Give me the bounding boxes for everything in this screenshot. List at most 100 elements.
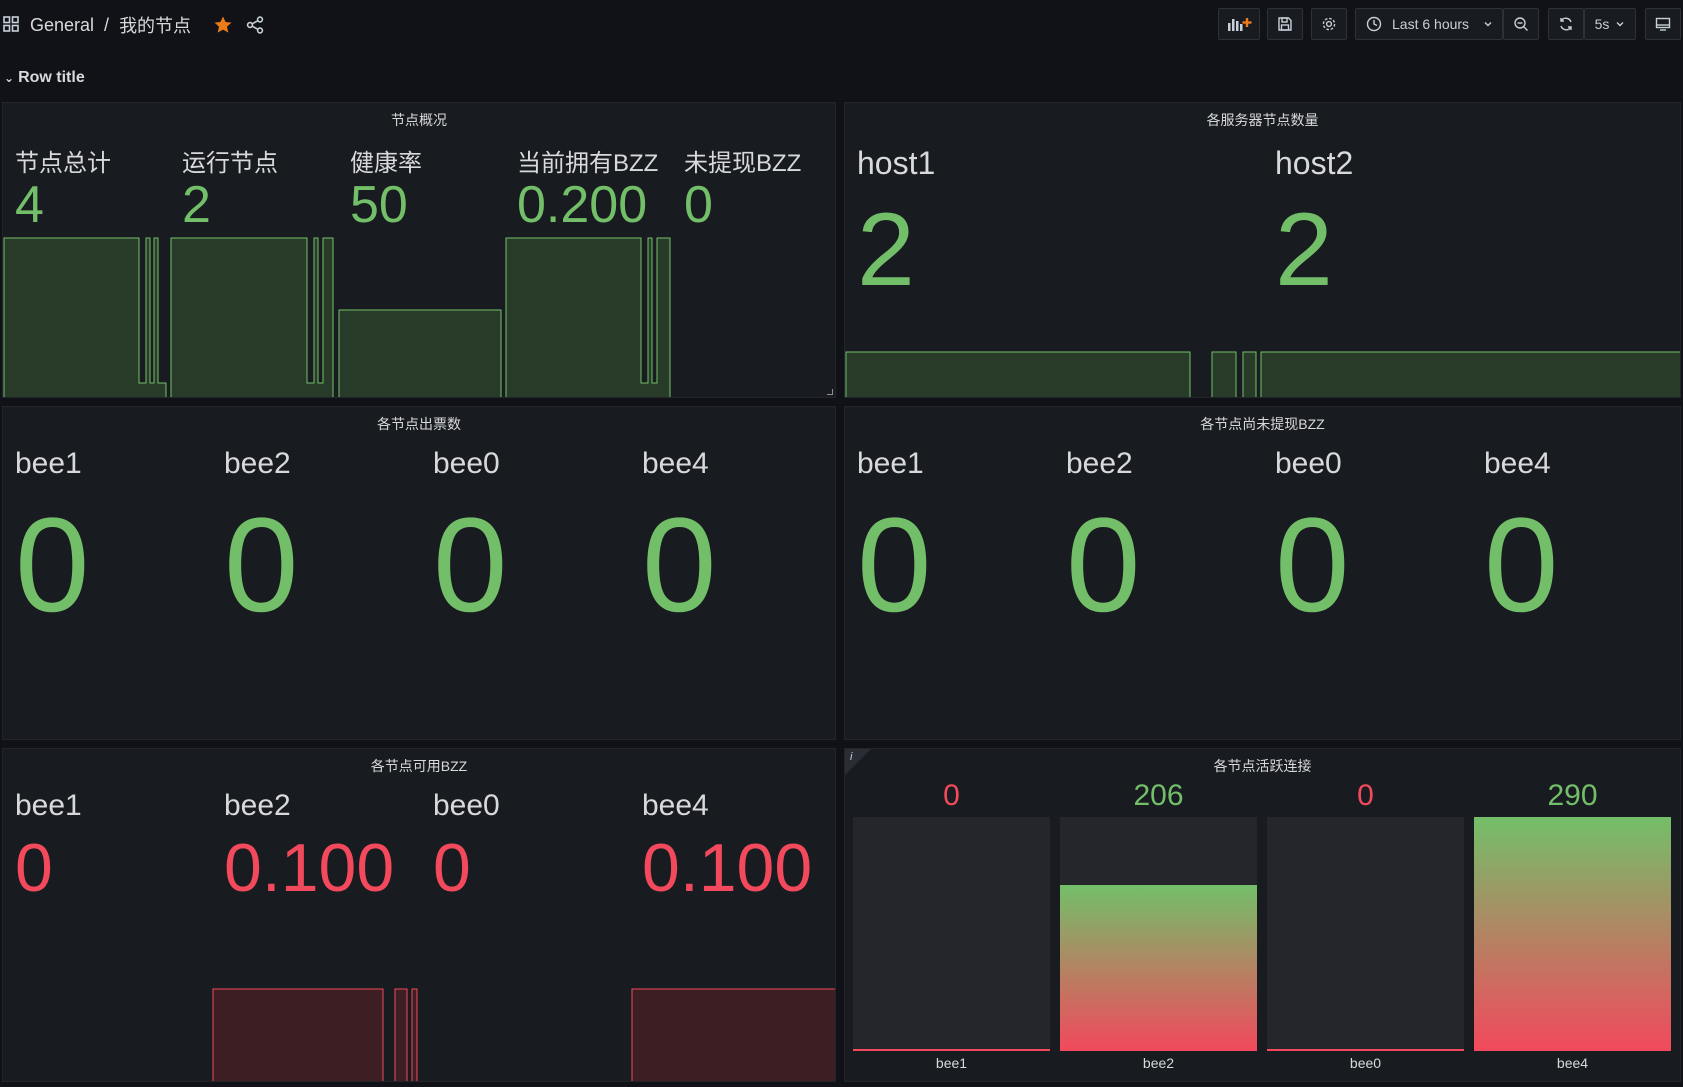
stat-label: bee2 [224,447,291,480]
overview-sparklines [3,237,671,397]
bar-label: bee1 [935,1055,968,1071]
stat-value: 0.100 [642,830,813,906]
panel-title[interactable]: 各节点可用BZZ [370,758,468,774]
stat-value: 4 [15,176,44,234]
stat-value: 2 [1275,192,1333,308]
stat-label: 节点总计 [15,150,111,177]
refresh-interval-label: 5s [1594,16,1610,32]
panel-title[interactable]: 各节点出票数 [377,416,461,432]
zoom-out-button[interactable] [1503,8,1539,40]
stat-label: bee4 [642,789,709,822]
panel-overview: 节点概况 节点总计 4 运行节点 2 健康率 50 当前拥有BZZ 0.200 … [2,102,836,398]
bar-fill [1060,885,1257,1051]
stat-value: 0 [857,491,932,640]
bar-fill [1267,1049,1464,1051]
stat-label: bee1 [857,447,924,480]
stat-label: bee2 [224,789,291,822]
dashboards-grid-icon[interactable] [2,15,22,35]
stat-label: host2 [1275,145,1354,181]
save-dashboard-button[interactable] [1267,8,1303,40]
panel-title[interactable]: 节点概况 [391,112,447,128]
stat-label: bee1 [15,789,82,822]
stat-value: 0 [433,491,508,640]
bar-value: 290 [1547,779,1598,812]
time-range-picker[interactable]: Last 6 hours [1355,8,1503,40]
stat-value: 50 [350,176,408,234]
refresh-icon [1558,16,1574,32]
panel-connections: i 各节点活跃连接 0 bee1 206 bee2 0 bee0 290 bee4 [844,748,1681,1082]
stat-label: bee0 [1275,447,1342,480]
share-icon[interactable] [245,15,265,35]
panel-title[interactable]: 各服务器节点数量 [1206,112,1319,128]
stat-value: 0 [1275,491,1350,640]
stat-value: 0 [642,491,717,640]
breadcrumb-separator: / [104,14,110,35]
stat-label: 当前拥有BZZ [517,150,659,177]
bar-value: 0 [943,779,960,812]
bar-label: bee4 [1556,1055,1589,1071]
stat-value: 0.200 [517,176,648,234]
available-sparklines [212,988,835,1081]
breadcrumb: General / 我的节点 [0,12,265,38]
breadcrumb-folder[interactable]: General [30,14,95,35]
panel-title[interactable]: 各节点尚未提现BZZ [1200,416,1325,432]
stat-label: bee4 [1484,447,1551,480]
bar-background [1267,817,1464,1051]
tv-mode-button[interactable] [1645,8,1681,40]
panel-title[interactable]: 各节点活跃连接 [1213,758,1312,774]
panel-servers: 各服务器节点数量 host1 2 host2 2 [844,102,1681,398]
chevron-down-icon [1483,19,1493,29]
stat-value: 0 [1066,491,1141,640]
save-icon [1277,16,1293,32]
dashboard-title[interactable]: 我的节点 [119,16,192,36]
stat-label: bee0 [433,789,500,822]
star-icon[interactable] [213,15,233,35]
stat-label: bee0 [433,447,500,480]
panel-unwithdrawn: 各节点尚未提现BZZ bee1 0 bee2 0 bee0 0 bee4 0 [844,406,1681,740]
stat-value: 0 [433,830,471,906]
panel-info-corner[interactable] [845,749,871,775]
bar-label: bee2 [1142,1055,1175,1071]
row-title-text: Row title [18,69,85,86]
stat-value: 0 [15,491,90,640]
clock-icon [1366,16,1382,32]
bar-value: 206 [1133,779,1184,812]
add-panel-icon [1226,15,1252,33]
stat-label: host1 [857,145,936,181]
bar-fill [1474,817,1671,1051]
top-nav: General / 我的节点 Last 6 hours [0,0,1683,50]
bar-value: 0 [1357,779,1374,812]
panel-tickets: 各节点出票数 bee1 0 bee2 0 bee0 0 bee4 0 [2,406,836,740]
row-title[interactable]: ⌄ Row title [4,69,85,87]
resize-handle[interactable] [827,389,833,395]
stat-label: 未提现BZZ [684,150,802,177]
stat-value: 0 [684,176,713,234]
servers-sparklines [845,351,1680,397]
stat-value: 0 [1484,491,1559,640]
bar-label: bee0 [1349,1055,1382,1071]
stat-label: bee4 [642,447,709,480]
refresh-interval-picker[interactable]: 5s [1584,8,1636,40]
panel-available: 各节点可用BZZ bee1 0 bee2 0.100 bee0 0 bee4 0… [2,748,836,1082]
stat-value: 0.100 [224,830,395,906]
monitor-icon [1655,16,1671,32]
stat-value: 0 [15,830,53,906]
stat-value: 2 [857,192,915,308]
stat-label: 健康率 [350,150,422,177]
gear-icon [1321,16,1337,32]
stat-label: 运行节点 [182,150,278,177]
stat-value: 0 [224,491,299,640]
info-icon[interactable]: i [850,751,853,763]
chevron-down-icon: ⌄ [4,71,15,85]
refresh-button[interactable] [1548,8,1584,40]
stat-label: bee1 [15,447,82,480]
add-panel-button[interactable] [1218,8,1260,40]
bar-background [1474,817,1671,1051]
time-range-label: Last 6 hours [1392,16,1470,32]
chevron-down-icon [1615,19,1625,29]
settings-button[interactable] [1311,8,1347,40]
bar-background [853,817,1050,1051]
zoom-out-icon [1513,16,1529,32]
bar-background [1060,817,1257,1051]
stat-value: 2 [182,176,211,234]
